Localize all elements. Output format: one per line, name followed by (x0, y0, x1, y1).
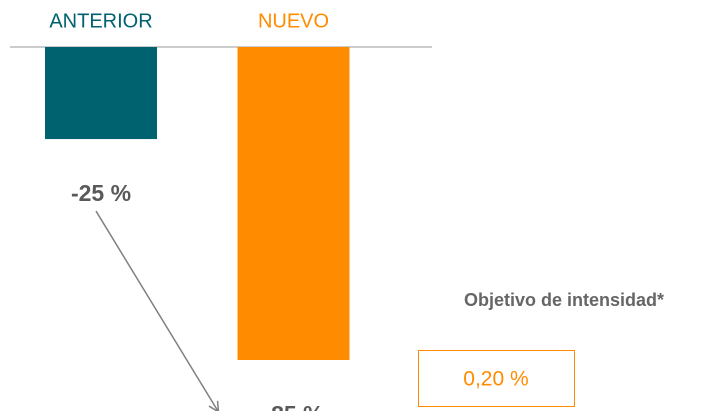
x-tick-label: ANTERIOR (49, 10, 152, 32)
bar (237, 47, 350, 360)
x-tick-label: NUEVO (258, 10, 329, 32)
target-box (418, 350, 575, 407)
value-label: -25 % (71, 180, 131, 206)
value-label: -85 % (263, 401, 323, 411)
bar (45, 47, 157, 140)
target-label: 0,20 % (463, 368, 528, 391)
arrow (95, 210, 219, 411)
annotation: Objetivo de intensidad* (464, 290, 664, 310)
